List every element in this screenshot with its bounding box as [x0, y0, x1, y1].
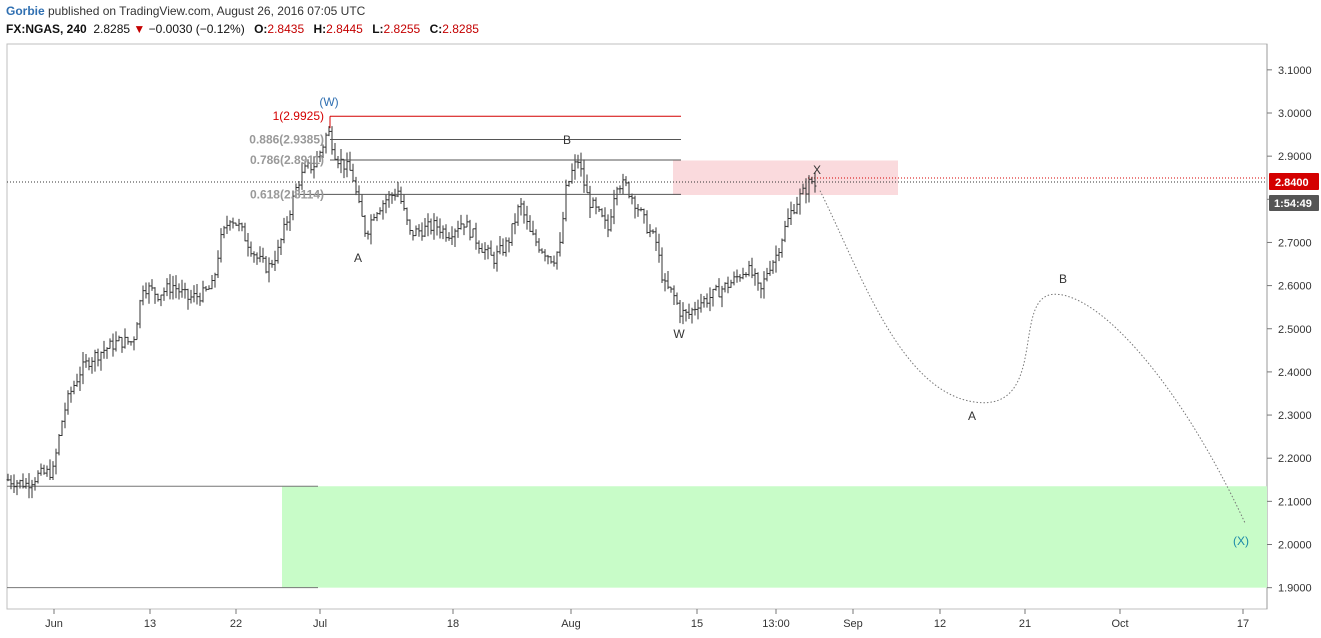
last-price: 2.8285	[93, 22, 131, 36]
bar-timer-badge	[1269, 195, 1319, 212]
y-tick-label: 2.9000	[1278, 151, 1312, 163]
x-tick-label: Jul	[313, 618, 327, 630]
wave-label: W	[673, 327, 685, 341]
y-tick-label: 2.4000	[1278, 367, 1312, 379]
wave-label: (X)	[1233, 534, 1249, 548]
close-value: 2.8285	[442, 22, 479, 36]
current-price-badge	[1269, 173, 1319, 191]
down-arrow-icon: ▼	[133, 22, 146, 36]
y-tick-label: 2.6000	[1278, 281, 1312, 293]
publish-info: Gorbie published on TradingView.com, Aug…	[6, 4, 365, 18]
x-tick-label: Sep	[843, 618, 863, 630]
price-change: −0.0030 (−0.12%)	[148, 22, 245, 36]
wave-label: A	[968, 409, 976, 423]
author-name[interactable]: Gorbie	[6, 4, 45, 18]
high-value: 2.8445	[326, 22, 363, 36]
x-tick-label: 13:00	[762, 618, 790, 630]
wave-label: B	[1059, 272, 1067, 286]
close-label: C:	[429, 22, 443, 36]
current-price-badge-text: 2.8400	[1275, 177, 1309, 189]
x-tick-label: 21	[1019, 618, 1031, 630]
low-value: 2.8255	[383, 22, 421, 36]
y-tick-label: 2.3000	[1278, 410, 1312, 422]
fib-level-label: 0.786(2.8911)	[250, 153, 324, 167]
y-tick-label: 3.1000	[1278, 65, 1312, 77]
open-label: O:	[254, 22, 268, 36]
x-tick-label: 17	[1237, 618, 1249, 630]
x-tick-label: 13	[144, 618, 156, 630]
low-label: L:	[372, 22, 384, 36]
y-tick-label: 2.0000	[1278, 540, 1312, 552]
wave-label: X	[813, 163, 821, 177]
x-tick-label: Jun	[45, 618, 63, 630]
y-tick-label: 2.2000	[1278, 453, 1312, 465]
resistance-zone	[673, 160, 898, 195]
symbol-label: FX:NGAS, 240	[6, 22, 87, 36]
y-tick-label: 2.1000	[1278, 496, 1312, 508]
wave-label: A	[354, 251, 362, 265]
projected-wave-path	[819, 190, 1246, 524]
symbol-info: FX:NGAS, 240 2.8285 ▼ −0.0030 (−0.12%) O…	[6, 22, 479, 36]
high-label: H:	[313, 22, 327, 36]
publish-text: published on TradingView.com, August 26,…	[44, 4, 366, 18]
x-tick-label: 18	[447, 618, 459, 630]
y-tick-label: 2.7000	[1278, 237, 1312, 249]
y-tick-label: 2.5000	[1278, 324, 1312, 336]
target-zone	[282, 486, 1267, 588]
fib-level-label: 0.886(2.9385)	[249, 133, 324, 147]
x-tick-label: 22	[230, 618, 242, 630]
bar-timer-badge-text: 1:54:49	[1274, 198, 1312, 210]
y-tick-label: 1.9000	[1278, 583, 1312, 595]
fib-level-label: 1(2.9925)	[273, 109, 324, 123]
x-tick-label: Aug	[561, 618, 581, 630]
x-tick-label: 15	[691, 618, 703, 630]
open-value: 2.8435	[267, 22, 305, 36]
wave-label: (W)	[319, 95, 338, 109]
wave-label: B	[563, 133, 571, 147]
x-tick-label: Oct	[1111, 618, 1128, 630]
fib-level-label: 0.618(2.8114)	[250, 187, 324, 201]
y-tick-label: 3.0000	[1278, 108, 1312, 120]
ohlc-bars	[6, 126, 817, 499]
x-tick-label: 12	[934, 618, 946, 630]
